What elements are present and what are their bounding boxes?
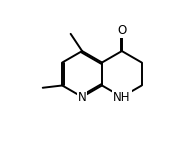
Text: O: O [117,24,126,37]
Text: NH: NH [113,91,131,104]
Text: N: N [78,91,86,104]
